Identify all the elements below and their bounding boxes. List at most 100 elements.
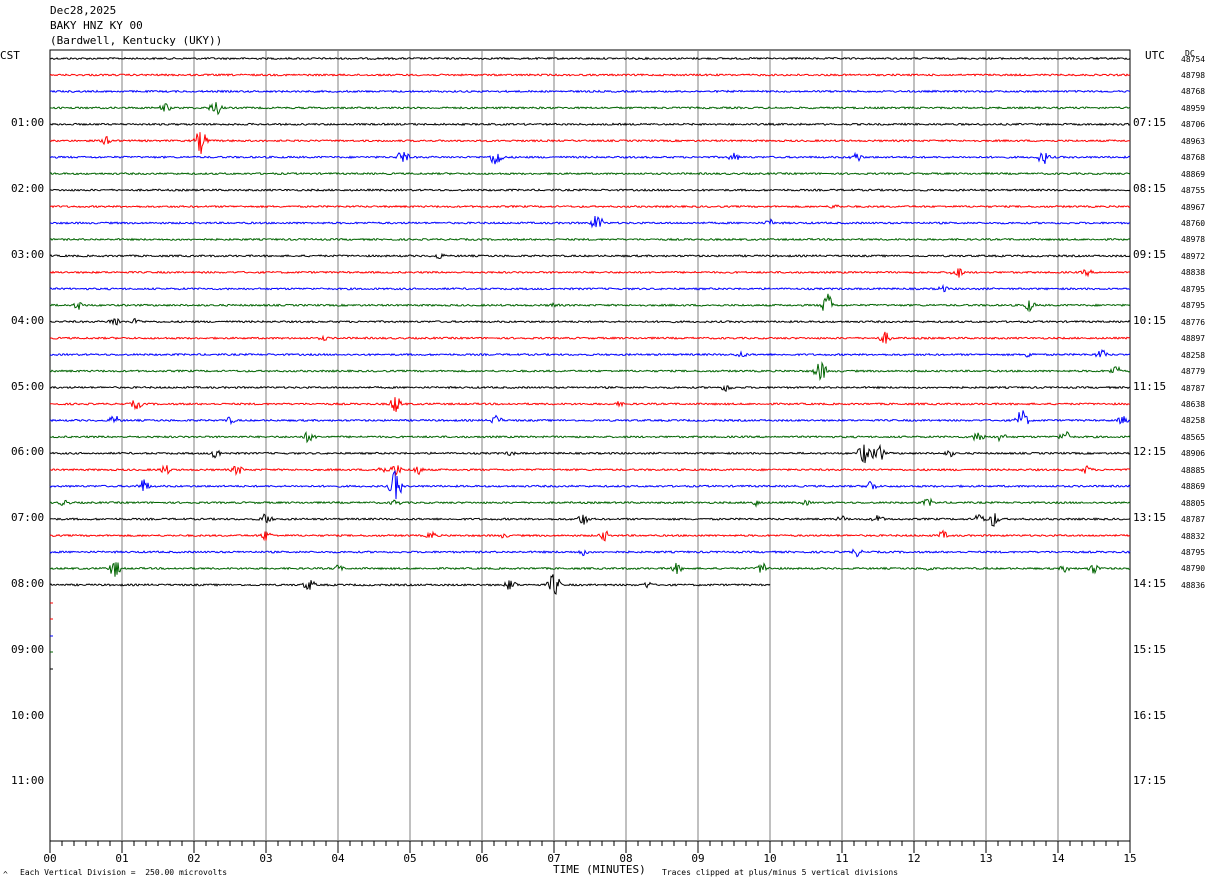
x-tick-label: 09: [691, 852, 704, 865]
left-hour-label: 05:00: [11, 379, 45, 393]
dc-offset-value: 48906: [1181, 449, 1206, 459]
x-tick-label: 00: [43, 852, 56, 865]
dc-offset-value: 48805: [1181, 498, 1206, 508]
left-hour-label: 08:00: [11, 576, 45, 590]
seismic-trace: [49, 361, 1131, 382]
dc-offset-value: 48959: [1181, 103, 1206, 113]
left-hour-label: 07:00: [11, 511, 45, 525]
dc-offset-value: 48972: [1181, 251, 1206, 261]
seismic-trace: [49, 132, 1131, 154]
seismic-trace: [49, 237, 1131, 242]
left-hour-label: 02:00: [11, 182, 45, 196]
left-hour-label: 01:00: [11, 116, 45, 130]
dc-offset-value: 48836: [1181, 580, 1206, 590]
seismic-trace: [49, 529, 1131, 542]
scale-note: Each Vertical Division = 250.00 microvol…: [20, 868, 228, 877]
seismic-trace: [49, 464, 1131, 477]
right-hour-label: 17:15: [1133, 774, 1167, 788]
location-label: (Bardwell, Kentucky (UKY)): [50, 34, 223, 47]
x-tick-label: 03: [259, 852, 272, 865]
dc-offset-value: 48565: [1181, 432, 1206, 442]
x-tick-label: 14: [1051, 852, 1065, 865]
x-tick-label: 05: [403, 852, 416, 865]
dc-offset-value: 48897: [1181, 334, 1206, 344]
left-hour-label: 03:00: [11, 247, 45, 261]
x-tick-label: 08: [619, 852, 632, 865]
right-hour-label: 12:15: [1133, 445, 1167, 459]
station-label: BAKY HNZ KY 00: [50, 19, 143, 32]
dc-offset-value: 48798: [1181, 70, 1206, 80]
seismic-trace: [49, 171, 1131, 176]
seismic-trace: [49, 252, 1131, 260]
x-tick-label: 15: [1123, 852, 1136, 865]
seismic-trace: [49, 317, 1131, 326]
seismic-trace: [49, 56, 1131, 61]
dc-offset-value: 48768: [1181, 87, 1206, 97]
dc-offset-value: 48755: [1181, 186, 1206, 196]
dc-offset-value: 48706: [1181, 120, 1206, 130]
dc-offset-value: 48869: [1181, 169, 1206, 179]
seismic-trace: [49, 151, 1131, 165]
seismic-trace: [49, 574, 771, 595]
dc-offset-value: 48869: [1181, 482, 1206, 492]
dc-offset-value: 48832: [1181, 531, 1206, 541]
left-timezone-label: CST: [0, 49, 20, 62]
seismic-trace: [49, 349, 1131, 358]
x-tick-label: 07: [547, 852, 560, 865]
right-hour-label: 08:15: [1133, 182, 1167, 196]
x-tick-label: 12: [907, 852, 920, 865]
dc-offset-value: 48978: [1181, 235, 1206, 245]
x-tick-label: 11: [835, 852, 848, 865]
right-hour-label: 14:15: [1133, 576, 1167, 590]
seismic-trace: [49, 513, 1131, 527]
dc-offset-value: 48838: [1181, 268, 1206, 278]
right-hour-label: 13:15: [1133, 511, 1167, 525]
seismic-trace: [49, 283, 1131, 293]
dc-offset-value: 48885: [1181, 465, 1206, 475]
dc-offset-value: 48795: [1181, 301, 1206, 311]
dc-offset-value: 48790: [1181, 564, 1206, 574]
left-hour-label: 11:00: [11, 774, 45, 788]
left-hour-label: 10:00: [11, 708, 45, 722]
dc-offset-value: 48787: [1181, 383, 1206, 393]
dc-offset-value: 48638: [1181, 399, 1206, 409]
seismic-trace: [49, 102, 1131, 116]
dc-offset-value: 48963: [1181, 136, 1206, 146]
right-hour-label: 09:15: [1133, 247, 1167, 261]
dc-offset-value: 48258: [1181, 416, 1206, 426]
seismic-trace: [49, 122, 1131, 127]
dc-offset-value: 48787: [1181, 515, 1206, 525]
seismic-trace: [49, 89, 1131, 94]
right-hour-label: 07:15: [1133, 116, 1167, 130]
clip-note: Traces clipped at plus/minus 5 vertical …: [662, 868, 899, 877]
x-tick-label: 10: [763, 852, 776, 865]
seismic-trace: [49, 268, 1131, 278]
x-tick-label: 06: [475, 852, 488, 865]
x-tick-label: 04: [331, 852, 345, 865]
seismic-trace: [49, 548, 1131, 558]
left-hour-label: 06:00: [11, 445, 45, 459]
seismic-trace: [49, 397, 1131, 412]
seismic-trace: [50, 215, 1131, 229]
seismic-trace: [49, 430, 1131, 444]
seismic-trace: [49, 384, 1131, 392]
seismic-trace: [49, 73, 1131, 77]
date-label: Dec28,2025: [50, 4, 117, 17]
left-hour-label: 04:00: [11, 313, 45, 327]
seismic-trace: [49, 204, 1131, 209]
right-hour-label: 16:15: [1133, 708, 1167, 722]
dc-offset-value: 48776: [1181, 317, 1206, 327]
right-hour-label: 11:15: [1133, 379, 1167, 393]
dc-offset-value: 48795: [1181, 548, 1206, 557]
scale-marker-icon: ^: [3, 870, 8, 879]
dc-offset-value: 48779: [1181, 367, 1206, 377]
x-tick-label: 01: [115, 852, 128, 865]
right-hour-label: 15:15: [1133, 642, 1167, 656]
dc-offset-value: 48760: [1181, 219, 1206, 228]
x-axis-title: TIME (MINUTES): [553, 863, 646, 876]
seismic-trace: [49, 443, 1131, 464]
dc-offset-value: 48795: [1181, 284, 1206, 294]
dc-header-label: DC: [1185, 49, 1195, 58]
seismic-trace: [49, 562, 1131, 577]
dc-offset-value: 48754: [1181, 54, 1206, 64]
